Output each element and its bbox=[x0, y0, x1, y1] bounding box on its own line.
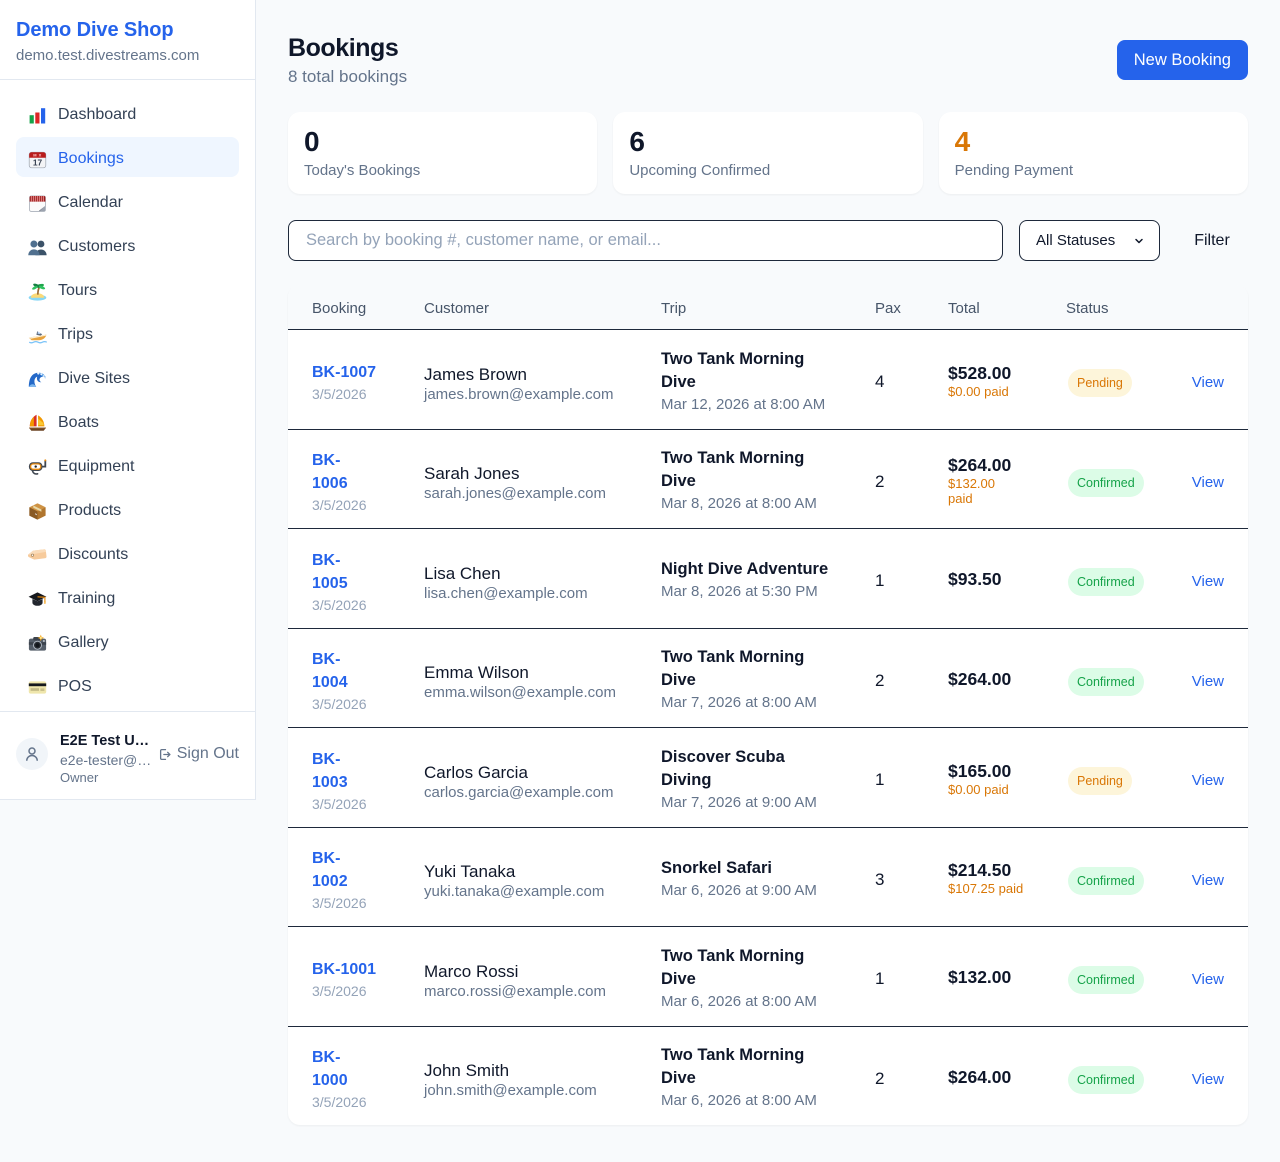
svg-text:17: 17 bbox=[33, 158, 43, 168]
svg-text:M: M bbox=[33, 152, 37, 157]
svg-text:X: X bbox=[39, 152, 42, 157]
